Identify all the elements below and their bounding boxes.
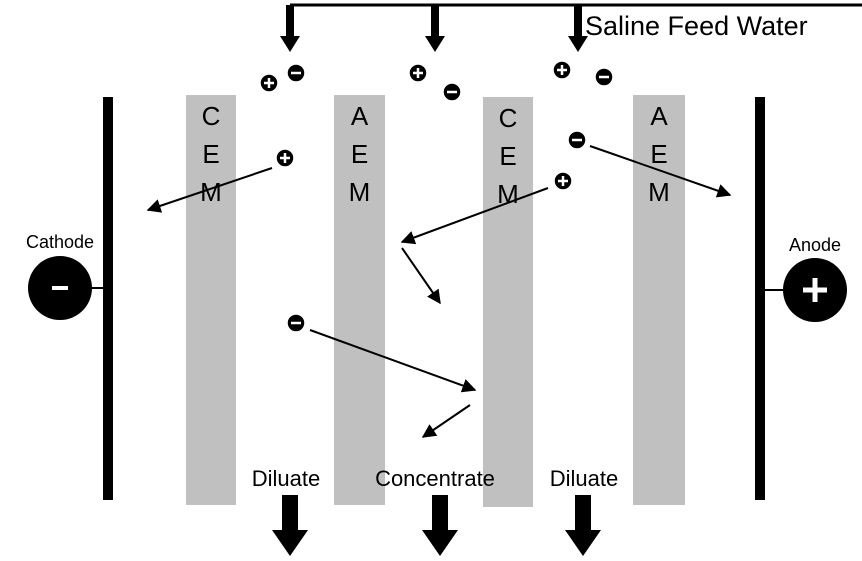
outlet-label: Diluate [550,466,618,491]
membrane-letter: M [497,179,519,209]
feed-label: Saline Feed Water [585,11,808,41]
electrodes [28,97,847,500]
membrane-letter: A [650,101,668,131]
membrane-letter: A [351,101,369,131]
outlet-label: Concentrate [375,466,495,491]
membrane-letter: C [202,101,221,131]
ion-paths [146,145,732,438]
membrane [334,95,385,505]
membrane-letter: M [349,177,371,207]
outlet-label: Diluate [252,466,320,491]
membrane [186,95,236,505]
outlet-arrows [272,495,601,556]
anode-label: Anode [789,235,841,255]
cathode-label: Cathode [26,232,94,252]
ions [258,59,615,334]
membrane-letter: E [499,141,516,171]
membrane-letter: E [351,139,368,169]
membrane-letter: M [648,177,670,207]
membrane-letter: C [499,103,518,133]
feed-lines [280,3,862,52]
membrane-letter: E [650,139,667,169]
membrane-letter: E [202,139,219,169]
membranes [186,95,685,507]
membrane-letter: M [200,177,222,207]
membrane [483,97,533,507]
